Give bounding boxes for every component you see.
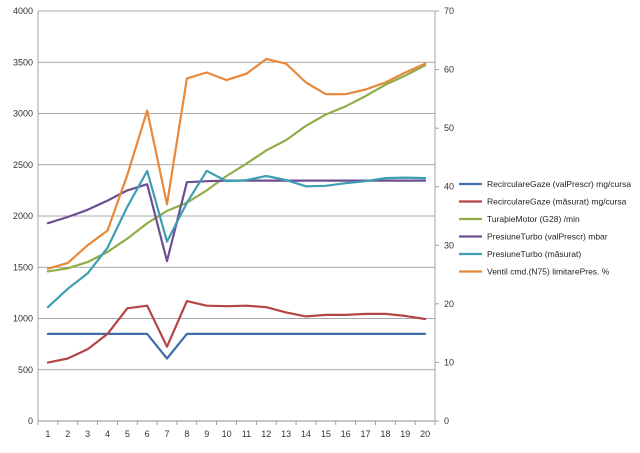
y2-tick-label: 20 xyxy=(444,299,454,309)
series-line-3 xyxy=(46,64,427,273)
x-tick-label: 6 xyxy=(145,429,150,439)
y-tick-label: 1000 xyxy=(13,314,33,324)
y-tick-label: 0 xyxy=(28,416,33,426)
y-tick-label: 1500 xyxy=(13,262,33,272)
y-tick-label: 2000 xyxy=(13,211,33,221)
x-tick-label: 2 xyxy=(65,429,70,439)
tick-labels: 0 500 1000 1500 2000 2500 3000 3500 4000 0 10 20 30 4… xyxy=(13,6,454,439)
x-tick-label: 18 xyxy=(380,429,390,439)
x-tick-label: 20 xyxy=(420,429,430,439)
x-tick-label: 14 xyxy=(301,429,311,439)
x-tick-label: 12 xyxy=(261,429,271,439)
legend-label: Ventil cmd.(N75) limitarePres. % xyxy=(487,267,610,277)
y2-tick-label: 40 xyxy=(444,182,454,192)
y-tick-label: 3000 xyxy=(13,109,33,119)
x-tick-label: 15 xyxy=(321,429,331,439)
x-tick-label: 5 xyxy=(125,429,130,439)
y2-tick-label: 30 xyxy=(444,240,454,250)
y-tick-label: 500 xyxy=(18,365,33,375)
legend-label: PresiuneTurbo (valPrescr) mbar xyxy=(487,232,608,242)
series-line-2 xyxy=(46,300,427,364)
series-line-6 xyxy=(46,57,427,270)
x-tick-label: 16 xyxy=(341,429,351,439)
x-tick-label: 1 xyxy=(45,429,50,439)
y-tick-label: 4000 xyxy=(13,6,33,16)
legend: RecirculareGaze (valPrescr) mg/cursa Reci… xyxy=(459,179,631,277)
x-tick-label: 9 xyxy=(204,429,209,439)
x-tick-label: 4 xyxy=(105,429,110,439)
axes xyxy=(37,10,439,425)
x-tick-label: 17 xyxy=(361,429,371,439)
x-tick-label: 8 xyxy=(184,429,189,439)
series-line-5 xyxy=(46,169,427,309)
x-tick-label: 19 xyxy=(400,429,410,439)
y2-tick-label: 70 xyxy=(444,6,454,16)
y-tick-label: 3500 xyxy=(13,57,33,67)
series-lines xyxy=(46,57,427,364)
gridlines xyxy=(38,10,435,422)
y2-tick-label: 0 xyxy=(444,416,449,426)
x-tick-label: 10 xyxy=(222,429,232,439)
x-tick-label: 7 xyxy=(165,429,170,439)
legend-label: TuraþieMotor (G28) /min xyxy=(487,214,580,224)
y2-tick-label: 50 xyxy=(444,123,454,133)
y2-tick-label: 60 xyxy=(444,65,454,75)
y-tick-label: 2500 xyxy=(13,160,33,170)
x-tick-label: 11 xyxy=(242,429,251,439)
legend-label: RecirculareGaze (măsurat) mg/cursa xyxy=(487,197,627,207)
legend-label: PresiuneTurbo (măsurat) xyxy=(487,249,581,259)
series-line-1 xyxy=(46,332,427,360)
legend-label: RecirculareGaze (valPrescr) mg/cursa xyxy=(487,179,631,189)
y2-tick-label: 10 xyxy=(444,357,454,367)
x-tick-label: 13 xyxy=(281,429,291,439)
x-tick-label: 3 xyxy=(85,429,90,439)
